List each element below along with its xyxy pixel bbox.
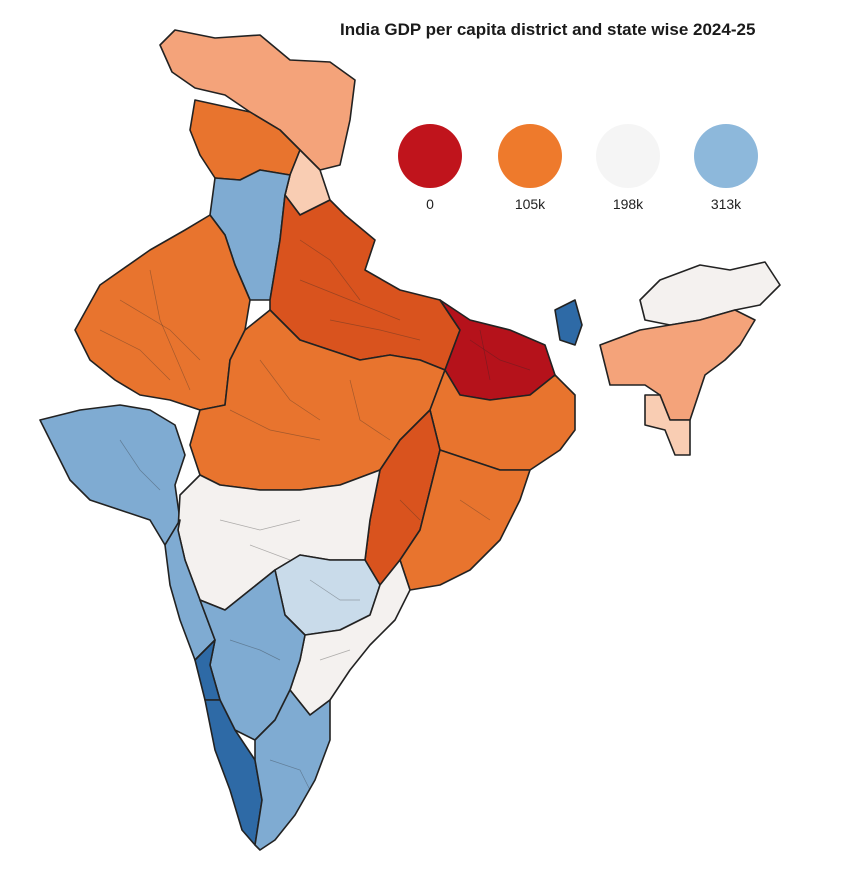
region-meghalaya-tripura <box>644 394 691 456</box>
district-border-10 <box>349 379 391 441</box>
district-border-14 <box>229 639 281 661</box>
legend: 0 105k 198k 313k <box>390 124 770 214</box>
region-goa-coast <box>194 639 221 701</box>
district-border-19 <box>399 499 421 521</box>
district-border-13 <box>309 579 360 601</box>
district-border-12 <box>249 544 291 561</box>
legend-label-198k: 198k <box>612 196 644 212</box>
district-border-15 <box>319 649 351 661</box>
region-gujarat <box>39 404 186 546</box>
legend-swatch-198k <box>596 124 660 188</box>
district-border-6 <box>469 339 531 371</box>
legend-label-0: 0 <box>426 196 434 212</box>
district-border-18 <box>459 499 491 521</box>
legend-swatch-313k <box>694 124 758 188</box>
region-odisha <box>399 449 531 591</box>
district-border-0 <box>119 299 201 361</box>
map-title: India GDP per capita district and state … <box>340 20 756 39</box>
legend-label-313k: 313k <box>710 196 742 212</box>
region-jammu-kashmir-ladakh <box>159 29 356 171</box>
region-tamil-nadu <box>254 689 331 851</box>
legend-item-313k: 313k <box>686 124 766 212</box>
district-borders <box>99 239 531 791</box>
district-border-2 <box>99 329 171 381</box>
district-border-17 <box>119 439 161 491</box>
region-sikkim <box>554 299 583 346</box>
district-border-1 <box>149 269 191 391</box>
legend-label-105k: 105k <box>514 196 546 212</box>
legend-item-0: 0 <box>390 124 470 212</box>
region-bihar <box>439 299 556 401</box>
district-border-11 <box>219 519 301 531</box>
district-border-8 <box>229 409 321 441</box>
district-border-9 <box>259 359 321 421</box>
district-border-3 <box>299 239 361 301</box>
district-border-7 <box>479 329 491 381</box>
legend-swatch-105k <box>498 124 562 188</box>
district-border-16 <box>269 759 311 791</box>
district-border-5 <box>329 319 421 341</box>
legend-swatch-0 <box>398 124 462 188</box>
district-border-4 <box>299 279 401 321</box>
region-northeast-arunachal <box>639 261 781 326</box>
region-assam <box>599 309 756 421</box>
legend-item-198k: 198k <box>588 124 668 212</box>
legend-item-105k: 105k <box>490 124 570 212</box>
region-rajasthan <box>74 214 251 411</box>
